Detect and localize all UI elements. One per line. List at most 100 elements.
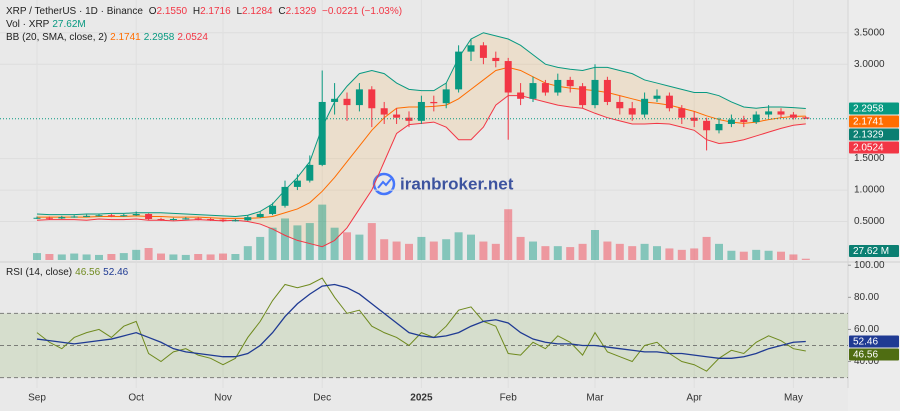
volume-bar <box>132 249 141 260</box>
volume-header: Vol · XRP 27.62M <box>6 18 89 31</box>
volume-bar <box>305 223 314 260</box>
y-tick-label: 1.0000 <box>854 185 885 196</box>
candle-body <box>678 108 686 118</box>
volume-bar <box>677 249 686 260</box>
volume-bar <box>727 250 736 260</box>
watermark: iranbroker.net <box>0 32 848 223</box>
candle-body <box>653 95 661 99</box>
ohlc-value: 2.1329 <box>285 6 317 17</box>
candle-body <box>120 215 128 217</box>
volume-bar <box>665 248 674 260</box>
volume-bar <box>169 254 178 260</box>
watermark-text: iranbroker.net <box>400 174 514 193</box>
y-tick-label: 3.0000 <box>854 59 885 70</box>
volume-bar <box>367 223 376 260</box>
volume-bar <box>343 232 351 260</box>
volume-bar <box>603 241 612 260</box>
price-badge-label: 52.46 <box>853 337 878 348</box>
volume-bar <box>566 247 575 260</box>
price-badge <box>849 115 899 128</box>
rsi-line <box>36 277 806 372</box>
price-badge-label: 2.0524 <box>853 143 884 154</box>
volume-bar <box>95 254 103 260</box>
ohlc-value: 2.1284 <box>242 6 273 17</box>
volume-bar <box>107 254 116 260</box>
volume-bar <box>231 254 240 260</box>
candle-body <box>665 95 673 109</box>
volume-bar <box>405 243 413 260</box>
volume-bar <box>243 246 252 260</box>
candle-body <box>504 61 512 93</box>
candle-body <box>95 215 103 217</box>
candle-body <box>467 45 475 52</box>
price-badge-label: 46.56 <box>853 350 878 361</box>
candle-body <box>554 79 562 93</box>
rsi-value: 46.56 <box>75 267 101 278</box>
volume-bar <box>318 204 327 260</box>
price-badge <box>849 335 899 348</box>
price-badge-label: 27.62 M <box>853 246 889 257</box>
volume-bar <box>752 249 761 260</box>
candle-body <box>244 217 252 221</box>
volume-bar <box>628 246 637 260</box>
price-badge-label: 2.1741 <box>853 117 884 128</box>
volume-bar <box>801 258 810 260</box>
price-badge <box>849 102 899 115</box>
candle-body <box>430 101 438 104</box>
candle-body <box>207 219 215 221</box>
volume-bar <box>715 243 723 260</box>
volume-bar <box>70 253 79 260</box>
candle-body <box>579 86 587 106</box>
candle-body <box>517 92 525 99</box>
x-tick-label: Mar <box>586 393 604 404</box>
volume-bar <box>33 253 41 260</box>
change: −0.0221 (−1.03%) <box>322 6 403 17</box>
x-tick-label: Nov <box>214 393 232 404</box>
candle-body <box>591 79 599 106</box>
candle-body <box>169 219 177 221</box>
ohlc-value: 2.1716 <box>200 6 231 17</box>
volume-bar <box>653 246 661 260</box>
candle-body <box>393 114 401 118</box>
candle-body <box>355 89 363 106</box>
volume-bar <box>516 236 525 260</box>
candle-body <box>455 51 463 90</box>
volume-bar <box>181 254 190 260</box>
bb-header: BB (20, SMA, close, 2) 2.1741 2.2958 2.0524 <box>6 31 211 44</box>
volume-bar <box>417 236 426 260</box>
bb-value: 2.2958 <box>143 32 175 43</box>
candle-body <box>157 219 165 221</box>
candle-body <box>70 216 78 218</box>
volume-bar <box>355 234 364 260</box>
candle-body <box>132 213 140 216</box>
price-badge <box>849 141 899 154</box>
y-tick-label: 60.00 <box>854 324 879 335</box>
candle-body <box>318 101 326 165</box>
price-badge-label: 2.2958 <box>853 104 884 115</box>
bb-line <box>36 32 806 217</box>
y-tick-label: 80.00 <box>854 292 879 303</box>
bb-fill <box>37 32 806 247</box>
price-badge <box>849 128 899 141</box>
volume-bar <box>206 254 215 260</box>
ohlc-key: C <box>278 6 286 17</box>
volume-value: 27.62M <box>52 19 86 30</box>
rsi-header: RSI (14, close) 46.56 52.46 <box>6 266 131 279</box>
candle-body <box>306 164 314 181</box>
candle-body <box>380 108 388 115</box>
volume-bar <box>764 250 773 260</box>
rsi-value: 52.46 <box>103 267 129 278</box>
volume-bar <box>640 243 649 260</box>
candle-body <box>256 213 264 218</box>
y-tick-label: 0.5000 <box>854 216 885 227</box>
candle-body <box>727 119 735 124</box>
bb-value: 2.1741 <box>110 32 141 43</box>
x-tick-label: May <box>784 393 803 404</box>
candle-body <box>417 101 425 121</box>
candle-body <box>33 217 41 219</box>
candle-body <box>616 101 624 109</box>
volume-bar <box>789 254 798 260</box>
volume-bar <box>82 254 91 260</box>
symbol-title: XRP / TetherUS · 1D · Binance <box>6 6 143 17</box>
